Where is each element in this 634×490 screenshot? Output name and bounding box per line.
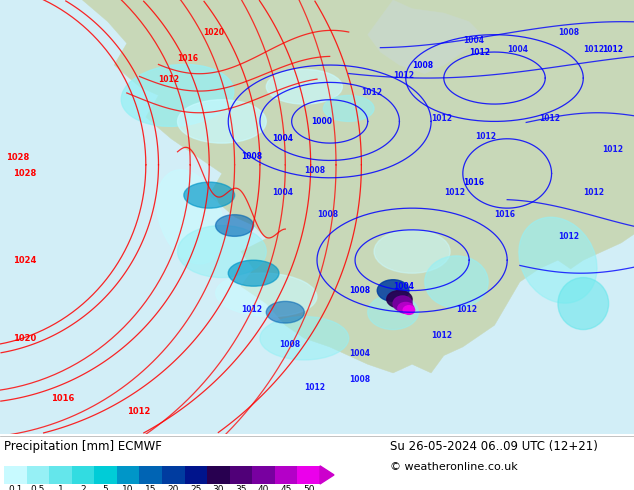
Text: 1: 1 — [58, 486, 63, 490]
Ellipse shape — [184, 182, 235, 208]
Text: 1016: 1016 — [495, 210, 515, 219]
Text: 2: 2 — [80, 486, 86, 490]
Text: 1012: 1012 — [304, 383, 325, 392]
Text: 1012: 1012 — [361, 88, 382, 98]
Text: 1016: 1016 — [463, 178, 484, 187]
Text: 1012: 1012 — [476, 132, 496, 141]
Ellipse shape — [216, 273, 317, 317]
Text: 0.1: 0.1 — [8, 486, 22, 490]
Bar — [162, 466, 184, 484]
Ellipse shape — [425, 256, 488, 308]
Text: 1012: 1012 — [431, 115, 452, 123]
Text: 1004: 1004 — [349, 348, 370, 358]
Text: © weatheronline.co.uk: © weatheronline.co.uk — [390, 462, 518, 472]
Bar — [275, 466, 297, 484]
Bar — [139, 466, 162, 484]
Text: 1012: 1012 — [583, 45, 604, 54]
Ellipse shape — [368, 295, 418, 330]
Ellipse shape — [266, 301, 304, 323]
Text: 1008: 1008 — [304, 167, 325, 175]
Ellipse shape — [377, 280, 409, 301]
Text: 10: 10 — [122, 486, 134, 490]
Text: 1008: 1008 — [279, 340, 300, 349]
Polygon shape — [320, 466, 334, 484]
Text: 1020: 1020 — [203, 28, 224, 37]
Ellipse shape — [178, 100, 266, 143]
Text: 30: 30 — [212, 486, 224, 490]
Text: 1012: 1012 — [583, 188, 604, 197]
Ellipse shape — [228, 260, 279, 286]
Bar — [184, 466, 207, 484]
Text: 1004: 1004 — [507, 45, 528, 54]
Text: 50: 50 — [303, 486, 314, 490]
Bar — [207, 466, 230, 484]
Text: 40: 40 — [258, 486, 269, 490]
Text: 1012: 1012 — [469, 48, 490, 56]
Text: 1008: 1008 — [317, 210, 338, 219]
Text: 35: 35 — [235, 486, 247, 490]
Text: 1012: 1012 — [393, 71, 414, 80]
Bar — [49, 466, 72, 484]
Text: 1004: 1004 — [393, 282, 414, 291]
Text: Precipitation [mm] ECMWF: Precipitation [mm] ECMWF — [4, 440, 162, 453]
Text: 1012: 1012 — [602, 145, 623, 154]
Text: 1012: 1012 — [431, 331, 452, 340]
Text: 1012: 1012 — [241, 305, 262, 314]
Text: 1012: 1012 — [539, 115, 560, 123]
Text: 1008: 1008 — [558, 28, 579, 37]
Bar — [72, 466, 94, 484]
Text: 1000: 1000 — [311, 117, 332, 126]
Bar — [252, 466, 275, 484]
Ellipse shape — [216, 215, 254, 236]
Text: 45: 45 — [280, 486, 292, 490]
Ellipse shape — [403, 306, 415, 315]
Ellipse shape — [178, 225, 266, 277]
Ellipse shape — [260, 317, 349, 360]
Text: 1012: 1012 — [558, 231, 579, 241]
Ellipse shape — [323, 96, 374, 122]
Text: 1024: 1024 — [13, 256, 36, 265]
Text: 0.5: 0.5 — [30, 486, 45, 490]
Bar — [94, 466, 117, 484]
Text: Su 26-05-2024 06..09 UTC (12+21): Su 26-05-2024 06..09 UTC (12+21) — [390, 440, 598, 453]
Bar — [4, 466, 27, 484]
Text: 1008: 1008 — [241, 151, 262, 161]
Ellipse shape — [157, 170, 224, 264]
Bar — [27, 466, 49, 484]
Text: 1012: 1012 — [456, 305, 477, 314]
Text: 1016: 1016 — [178, 54, 198, 63]
Ellipse shape — [387, 291, 412, 308]
Text: 5: 5 — [103, 486, 108, 490]
Ellipse shape — [519, 217, 597, 303]
Text: 1028: 1028 — [13, 169, 36, 178]
Text: 1016: 1016 — [51, 394, 74, 403]
Bar — [117, 466, 139, 484]
Text: 20: 20 — [167, 486, 179, 490]
Text: 25: 25 — [190, 486, 202, 490]
Text: 1012: 1012 — [158, 75, 179, 84]
Text: 15: 15 — [145, 486, 157, 490]
Ellipse shape — [266, 70, 342, 104]
Text: 1008: 1008 — [349, 375, 370, 384]
Ellipse shape — [393, 296, 412, 311]
Text: 1020: 1020 — [13, 334, 36, 343]
Polygon shape — [82, 0, 634, 373]
Text: 1004: 1004 — [273, 188, 294, 197]
Text: 1028: 1028 — [6, 153, 30, 163]
Bar — [230, 466, 252, 484]
Ellipse shape — [398, 302, 413, 313]
Polygon shape — [368, 0, 482, 74]
Ellipse shape — [558, 277, 609, 330]
Text: 1004: 1004 — [273, 134, 294, 143]
Text: 1012: 1012 — [127, 408, 150, 416]
Text: 1008: 1008 — [412, 61, 433, 70]
Bar — [297, 466, 320, 484]
Text: 1012: 1012 — [602, 45, 623, 54]
Ellipse shape — [121, 64, 234, 126]
Text: 1012: 1012 — [444, 188, 465, 197]
Ellipse shape — [374, 230, 450, 273]
Text: 1008: 1008 — [349, 286, 370, 295]
Text: 1004: 1004 — [463, 36, 484, 46]
